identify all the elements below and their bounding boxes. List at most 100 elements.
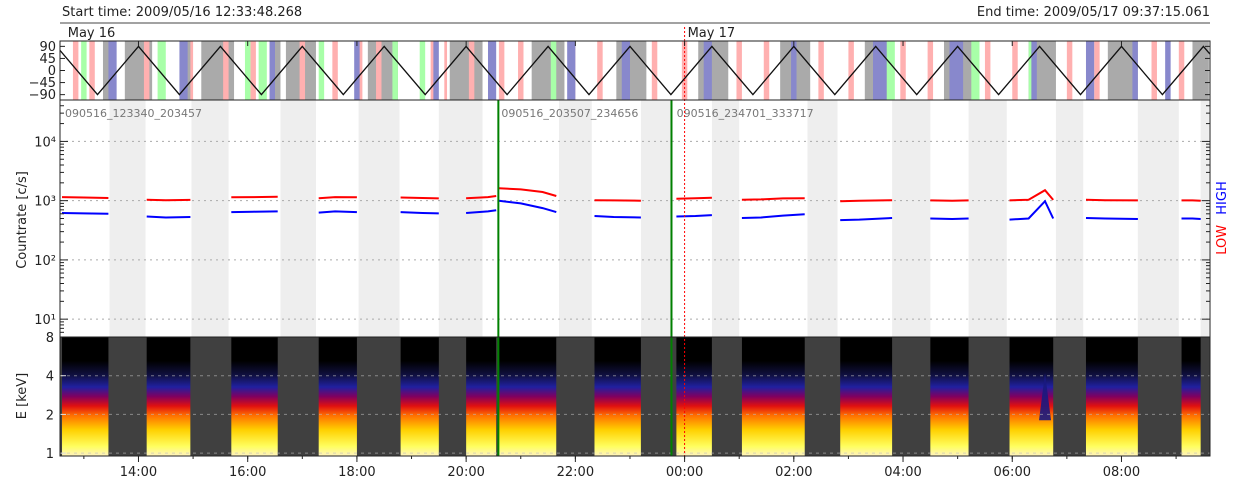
spectrogram-panel: 1 2 4 8 E [keV] — [15, 331, 1210, 462]
orbit-saa-band — [102, 41, 114, 100]
spectrogram-ytick-label: 1 — [46, 447, 54, 462]
countrate-low-segment — [231, 195, 278, 199]
orbit-green-band — [392, 41, 398, 100]
orbit-green-band — [550, 41, 557, 100]
orbit-pink-band — [984, 41, 991, 100]
countrate-low-segment — [1085, 198, 1138, 202]
orbit-pink-band — [332, 41, 338, 100]
orbit-blue-band — [433, 41, 439, 100]
orbit-saa-band — [1192, 41, 1209, 100]
spectrogram-ytick-label: 2 — [46, 408, 54, 423]
orbit-green-band — [258, 41, 267, 100]
orbit-ytick-label: 90 — [39, 40, 56, 55]
file-label: 090516_123340_203457 — [65, 107, 202, 120]
orbit-ytick-label: 45 — [39, 52, 56, 67]
xaxis-tick-label: 00:00 — [666, 465, 703, 480]
orbit-pink-band — [143, 41, 150, 100]
orbit-blue-band — [487, 41, 497, 100]
countrate-high-segment — [318, 210, 357, 214]
orbit-pink-band — [1066, 41, 1073, 100]
data-gap-band — [358, 100, 400, 337]
orbit-green-band — [318, 41, 325, 100]
orbit-pink-band — [818, 41, 824, 100]
orbit-pink-band — [681, 41, 688, 100]
spectrogram-ylabel: E [keV] — [15, 373, 30, 419]
orbit-blue-band — [1165, 41, 1171, 100]
countrate-low-segment — [61, 196, 109, 199]
orbit-pink-band — [597, 41, 603, 100]
orbit-pink-band — [1151, 41, 1157, 100]
orbit-pink-band — [736, 41, 742, 100]
countrate-high-segment — [741, 213, 805, 219]
data-gap-band — [892, 100, 931, 337]
countrate-low-segment — [840, 199, 893, 203]
orbit-pink-band — [190, 41, 194, 100]
orbit-saa-band — [275, 41, 281, 100]
orbit-blue-band — [621, 41, 630, 100]
countrate-ytick-label: 10³ — [34, 195, 56, 210]
orbit-blue-band — [1031, 41, 1037, 100]
countrate-low-segment — [594, 199, 641, 202]
countrate-ylabel: Countrate [c/s] — [15, 171, 30, 269]
orbit-pink-band — [223, 41, 229, 100]
orbit-green-band — [157, 41, 166, 100]
svg-text:LOW HIGH: LOW HIGH — [1215, 181, 1230, 254]
orbit-pink-band — [72, 41, 79, 100]
countrate-low-segment — [676, 196, 712, 200]
orbit-saa-band — [698, 41, 729, 100]
orbit-green-band — [971, 41, 980, 100]
orbit-latitude-line — [60, 45, 1210, 96]
countrate-high-segment — [231, 210, 278, 214]
xaxis-tick-label: 04:00 — [884, 465, 921, 480]
xaxis-tick-label: 16:00 — [229, 465, 266, 480]
orbit-ytick-label: −90 — [29, 88, 56, 103]
data-gap-band — [1200, 100, 1209, 337]
data-gap-band — [109, 100, 146, 337]
data-gap-band — [438, 100, 483, 337]
orbit-pink-band — [376, 41, 382, 100]
spectrogram-spike — [1039, 372, 1052, 421]
data-gap-band — [558, 100, 592, 337]
countrate-low-segment — [1009, 188, 1054, 202]
countrate-high-segment — [400, 211, 439, 215]
countrate-high-segment — [146, 215, 191, 219]
date-label: May 16 — [68, 26, 116, 41]
countrate-low-segment — [466, 195, 497, 200]
data-gap-band — [1055, 100, 1084, 337]
spectrogram-data-block — [676, 337, 712, 456]
orbit-blue-band — [567, 41, 576, 100]
orbit-pink-band — [89, 41, 95, 100]
xaxis-tick-label: 20:00 — [447, 465, 484, 480]
countrate-high-segment — [466, 209, 497, 214]
orbit-pink-band — [1012, 41, 1018, 100]
countrate-low-segment — [498, 187, 557, 197]
orbit-saa-band — [616, 41, 647, 100]
spectrogram-data-block — [231, 337, 278, 456]
data-gap-band — [191, 100, 229, 337]
spectrogram-data-block — [1085, 337, 1138, 456]
xaxis-tick-label: 18:00 — [338, 465, 375, 480]
orbit-pink-band — [900, 41, 906, 100]
low-label: LOW — [1215, 225, 1230, 255]
orbit-blue-band — [872, 41, 887, 100]
end-time-label: End time: 2009/05/17 09:37:15.061 — [977, 5, 1210, 20]
countrate-ytick-label: 10² — [34, 254, 56, 269]
spectrogram-data-block — [466, 337, 497, 456]
spectrogram-data-block — [741, 337, 805, 456]
orbit-pink-band — [498, 41, 505, 100]
xaxis-tick-label: 14:00 — [120, 465, 157, 480]
data-gap-band — [968, 100, 1007, 337]
xaxis-tick-label: 08:00 — [1103, 465, 1140, 480]
spectrogram-data-block — [400, 337, 439, 456]
countrate-high-segment — [1085, 217, 1138, 220]
countrate-high-segment — [1181, 217, 1201, 220]
orbit-blue-band — [108, 41, 117, 100]
countrate-high-segment — [61, 212, 109, 215]
orbit-blue-band — [703, 41, 712, 100]
spectrogram-ytick-label: 4 — [46, 370, 54, 385]
countrate-low-segment — [318, 196, 357, 200]
date-label: May 17 — [688, 26, 736, 41]
orbit-saa-band — [201, 41, 235, 100]
spectrogram-data-block — [1181, 337, 1201, 456]
orbit-ytick-label: −45 — [29, 76, 56, 91]
